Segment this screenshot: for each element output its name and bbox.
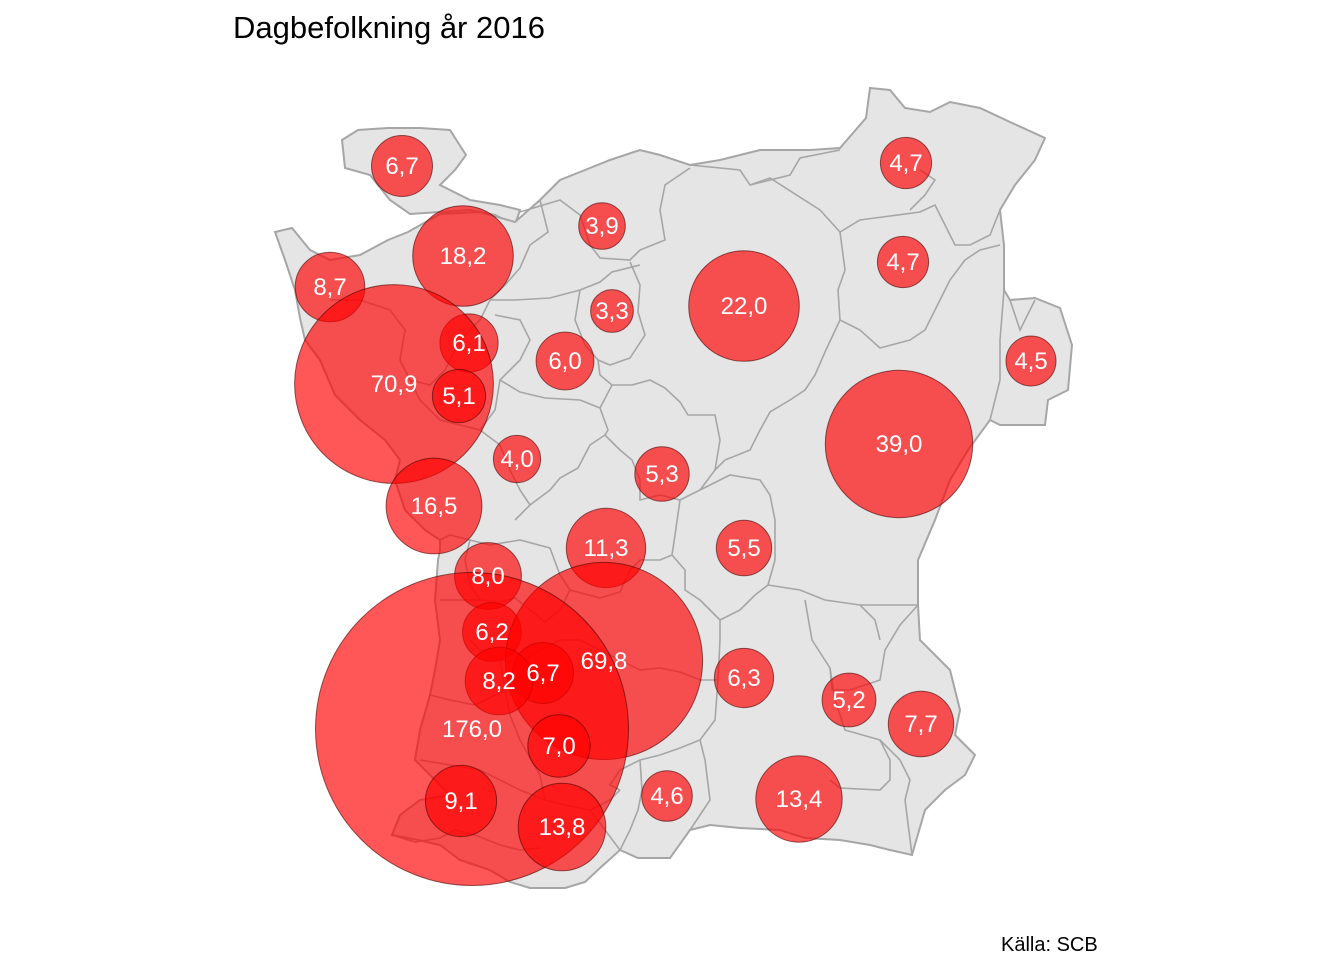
bubble-label: 13,8 [539, 814, 586, 841]
bubble-label: 4,7 [886, 249, 919, 276]
bubble-label: 7,7 [904, 711, 937, 738]
population-bubble [887, 690, 955, 758]
bubble-label: 6,7 [526, 660, 559, 687]
bubble-label: 176,0 [442, 716, 502, 743]
bubble-label: 39,0 [876, 431, 923, 458]
population-bubble [879, 136, 933, 190]
bubble-label: 6,3 [727, 665, 760, 692]
population-bubble [424, 764, 498, 838]
bubble-label: 4,6 [650, 783, 683, 810]
bubble-label: 6,7 [385, 153, 418, 180]
population-bubble [876, 235, 930, 289]
bubble-label: 22,0 [721, 293, 768, 320]
bubble-label: 6,1 [452, 330, 485, 357]
bubble-label: 8,2 [482, 668, 515, 695]
bubble-label: 6,0 [548, 348, 581, 375]
bubble-label: 8,0 [471, 563, 504, 590]
bubble-label: 11,3 [584, 535, 629, 562]
population-bubble [492, 434, 542, 484]
population-bubble [715, 519, 773, 577]
population-bubble [641, 770, 693, 822]
population-bubble [431, 368, 487, 424]
bubble-label: 4,0 [500, 446, 533, 473]
bubble-label: 9,1 [444, 788, 477, 815]
bubble-label: 4,5 [1014, 348, 1047, 375]
population-bubble [755, 755, 843, 843]
population-bubble [824, 369, 974, 519]
population-bubble [535, 331, 595, 391]
bubble-layer: 6,7 4,7 3,9 18,2 8,7 4,7 22,0 3,3 6,1 6,0 4,5 70,9 5… [294, 135, 1057, 886]
population-bubble [590, 289, 634, 333]
population-bubble [821, 672, 877, 728]
bubble-label: 5,2 [832, 687, 865, 714]
bubble-label: 16,5 [411, 493, 458, 520]
bubble-label: 13,4 [776, 786, 823, 813]
source-caption: Källa: SCB [1001, 934, 1098, 956]
population-bubble [412, 205, 514, 307]
bubble-label: 70,9 [371, 371, 418, 398]
population-bubble [688, 250, 800, 362]
population-bubble [713, 647, 775, 709]
bubble-label: 4,7 [889, 150, 922, 177]
bubble-label: 3,9 [585, 213, 618, 240]
population-bubble [634, 446, 690, 502]
bubble-label: 8,7 [313, 274, 346, 301]
population-bubble [1005, 335, 1057, 387]
bubble-label: 18,2 [440, 243, 487, 270]
population-bubble [371, 135, 433, 197]
population-bubble [517, 782, 607, 872]
population-bubble [527, 714, 591, 778]
population-bubble [385, 457, 483, 555]
bubble-label: 6,2 [475, 619, 508, 646]
bubble-label: 69,8 [581, 648, 628, 675]
bubble-label: 5,5 [727, 535, 760, 562]
bubble-label: 5,3 [645, 461, 678, 488]
population-bubble [578, 202, 626, 250]
bubble-label: 7,0 [542, 733, 575, 760]
page-title: Dagbefolkning år 2016 [233, 10, 545, 45]
bubble-label: 3,3 [595, 298, 628, 325]
bubble-label: 5,1 [442, 383, 475, 410]
